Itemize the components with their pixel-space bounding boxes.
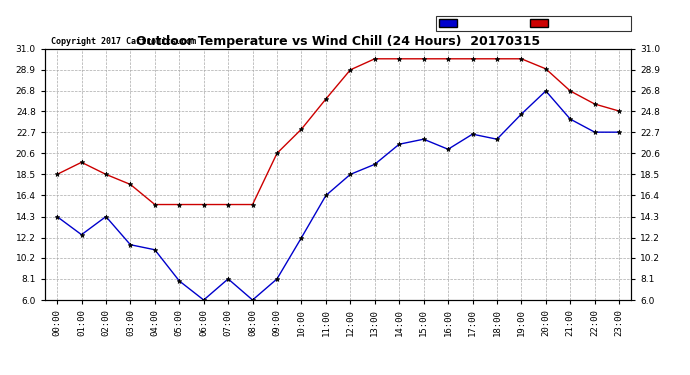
Legend: Wind Chill (°F), Temperature (°F): Wind Chill (°F), Temperature (°F) — [436, 16, 631, 31]
Text: Copyright 2017 Cartronics.com: Copyright 2017 Cartronics.com — [51, 37, 196, 46]
Title: Outdoor Temperature vs Wind Chill (24 Hours)  20170315: Outdoor Temperature vs Wind Chill (24 Ho… — [136, 34, 540, 48]
